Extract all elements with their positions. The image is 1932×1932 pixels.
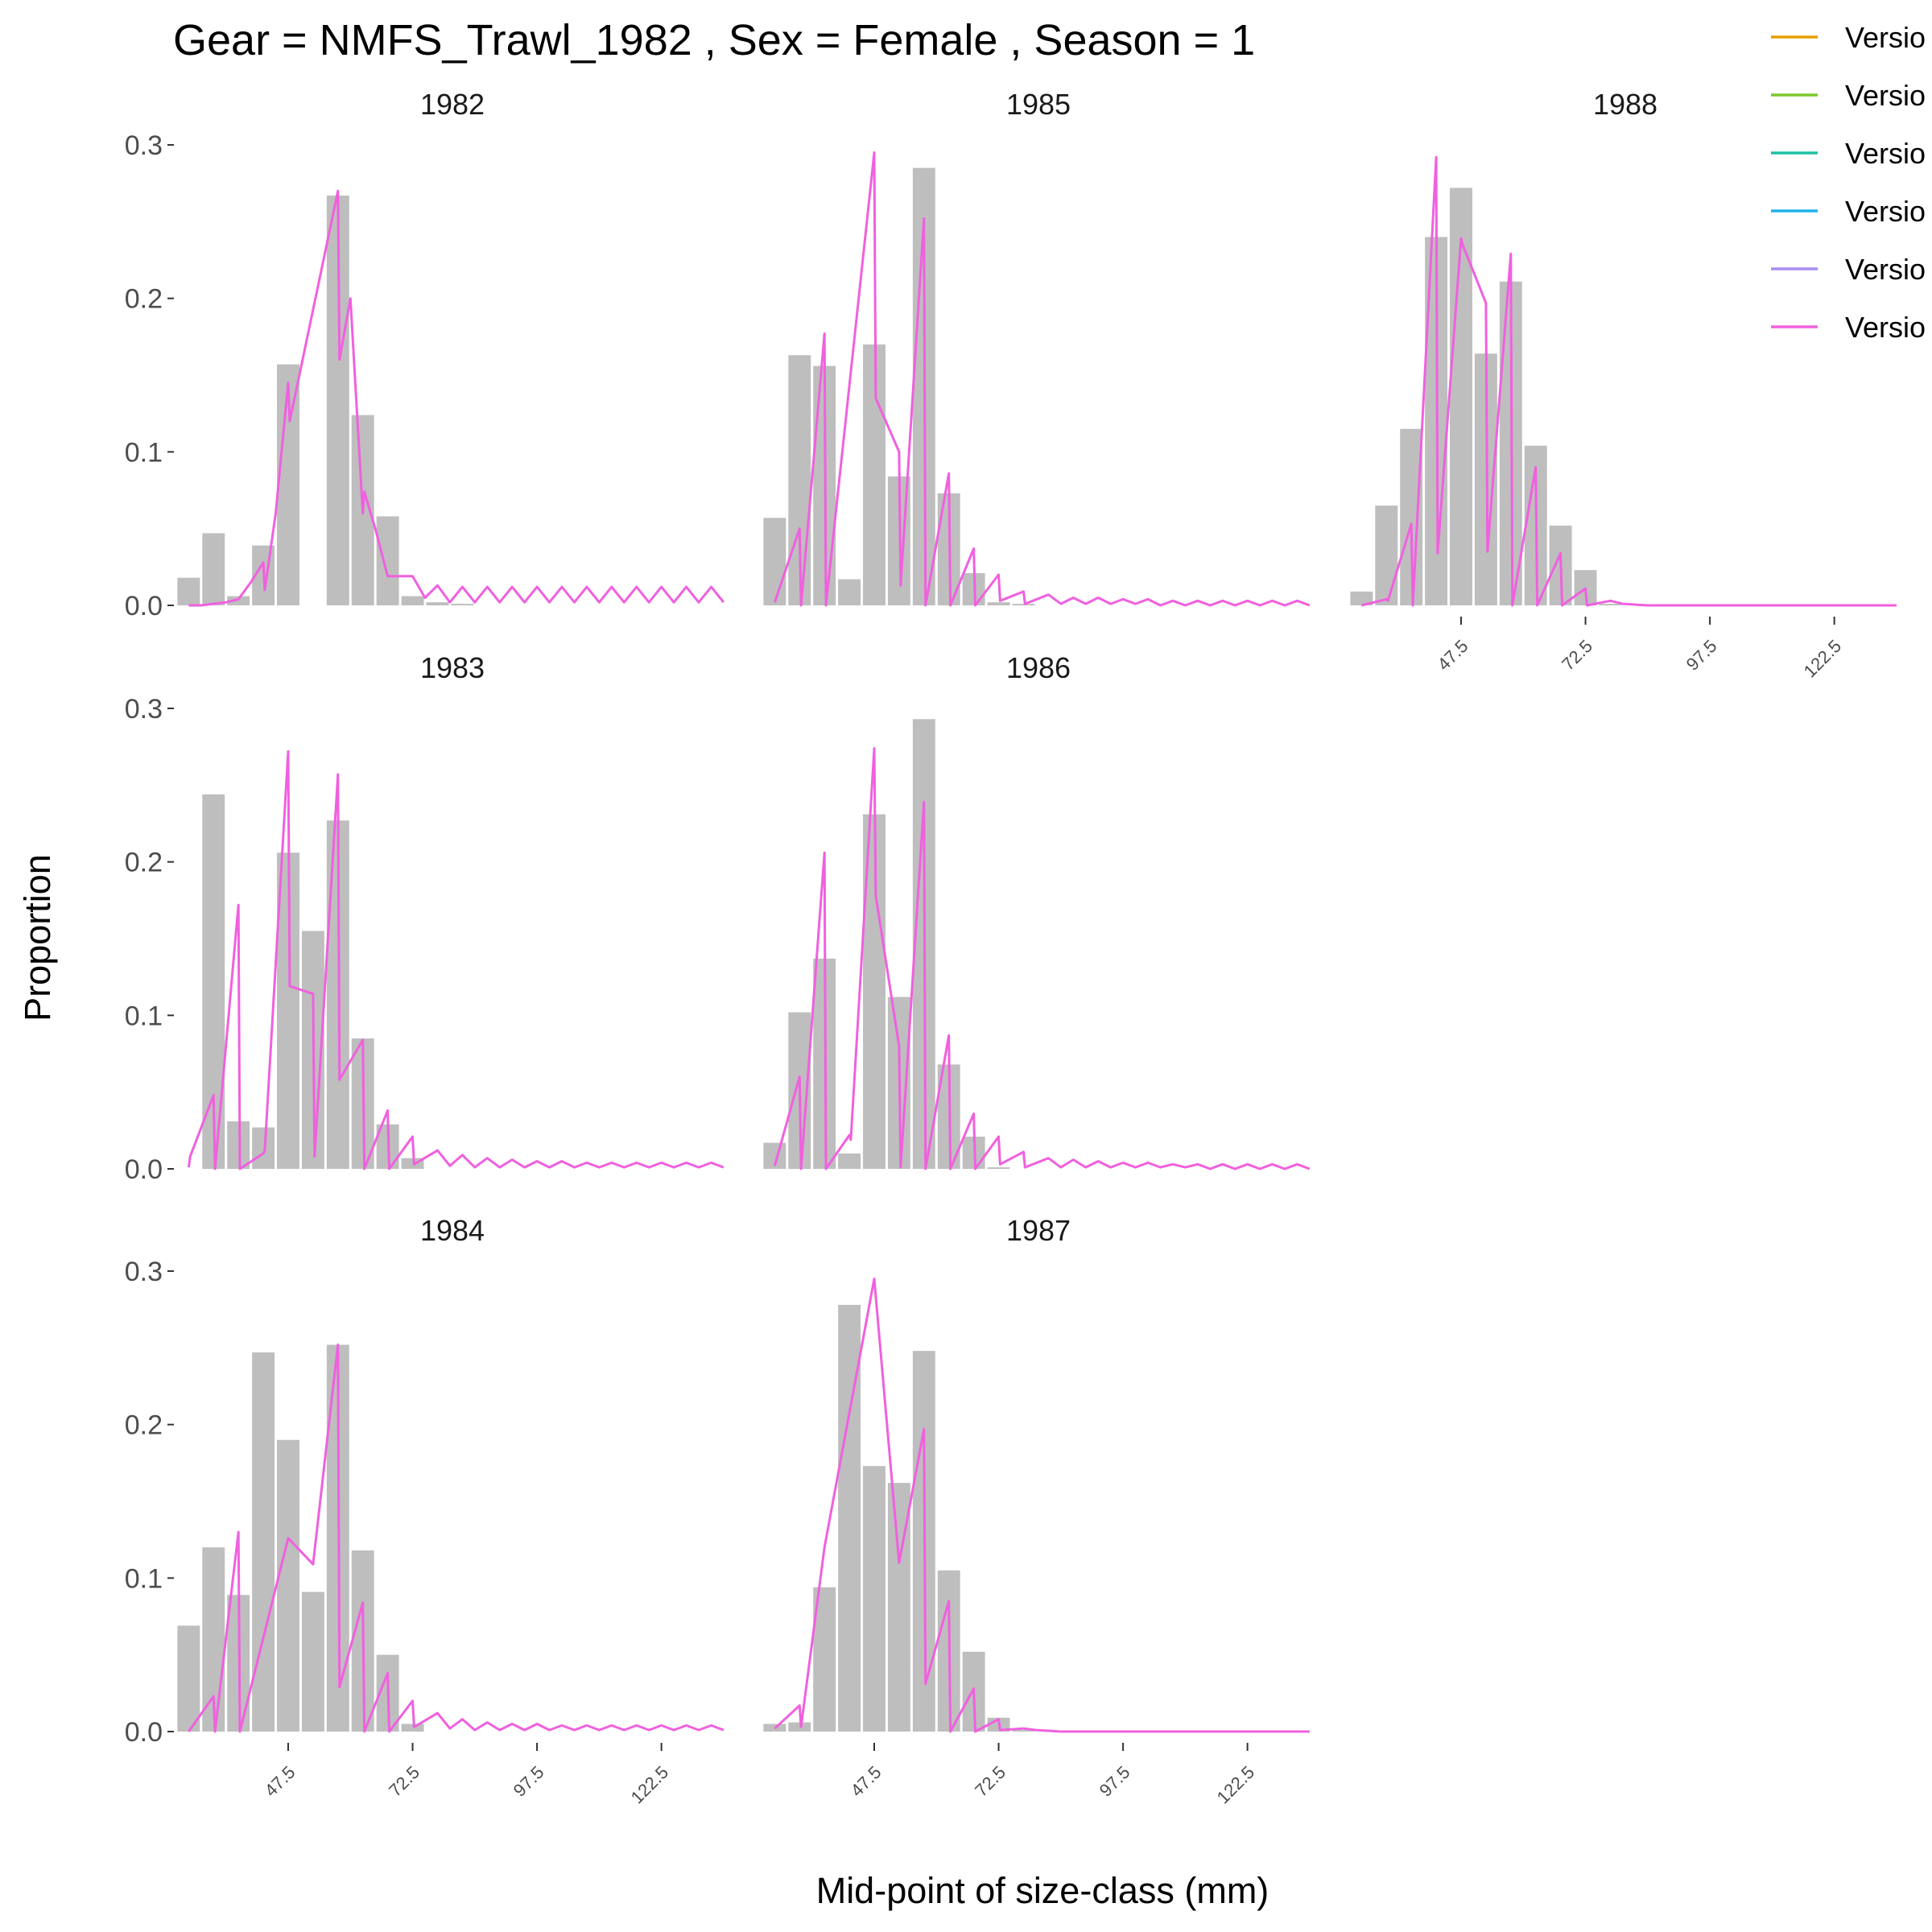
panel-1982: 1982 0.0 0.1 0.2 0.3 — [125, 88, 725, 621]
observed-bar — [401, 1724, 424, 1732]
observed-bar — [426, 602, 449, 605]
observed-bar — [1375, 506, 1398, 605]
y-tick-label: 0.2 — [125, 1410, 163, 1441]
observed-bar — [838, 579, 861, 605]
legend-label: Versio — [1845, 21, 1926, 54]
predicted-line — [188, 1344, 724, 1733]
panel-1983: 1983 0.0 0.1 0.2 0.3 — [125, 651, 724, 1185]
observed-bar — [838, 1153, 861, 1169]
predicted-line — [188, 189, 725, 607]
y-tick-label: 0.2 — [125, 848, 163, 878]
observed-bar — [1350, 591, 1373, 605]
legend-label: Versio — [1845, 311, 1926, 344]
observed-bar — [1012, 1730, 1035, 1732]
observed-bar — [227, 596, 250, 605]
legend-item: Versio — [1771, 311, 1926, 344]
legend-label: Versio — [1845, 253, 1926, 286]
predicted-line — [1361, 155, 1897, 607]
predicted-line — [773, 747, 1311, 1170]
panel-1985: 1985 — [763, 88, 1311, 607]
y-tick-label: 0.0 — [125, 1154, 163, 1185]
y-tick-label: 0.1 — [125, 1001, 163, 1031]
x-tick-label: 97.5 — [1682, 636, 1721, 675]
facet-panels: 1982 0.0 0.1 0.2 0.3 1985 1988 47.5 72.5 97.5 122.… — [125, 88, 1897, 1807]
observed-bar — [401, 596, 424, 605]
x-tick-label: 72.5 — [971, 1762, 1009, 1801]
legend-item: Versio — [1771, 195, 1926, 228]
panel-1988: 1988 47.5 72.5 97.5 122.5 — [1350, 88, 1897, 682]
observed-bar — [177, 1625, 200, 1732]
observed-bar — [376, 516, 399, 605]
legend-item: Versio — [1771, 21, 1926, 54]
y-tick-label: 0.3 — [125, 694, 163, 724]
chart-title: Gear = NMFS_Trawl_1982 , Sex = Female , … — [173, 16, 1255, 64]
x-tick-label: 72.5 — [385, 1762, 423, 1801]
observed-bar — [277, 1439, 299, 1732]
x-tick-label: 122.5 — [1213, 1762, 1259, 1808]
legend-label: Versio — [1845, 79, 1926, 112]
panel-1986: 1986 — [763, 651, 1311, 1170]
x-tick-label: 72.5 — [1558, 636, 1596, 675]
panel-strip-label: 1987 — [1006, 1214, 1071, 1247]
observed-bar — [863, 1466, 886, 1732]
panel-strip-label: 1985 — [1006, 88, 1071, 121]
x-tick-label: 47.5 — [847, 1762, 886, 1801]
legend-label: Versio — [1845, 137, 1926, 170]
observed-bar — [252, 1127, 275, 1169]
y-tick-label: 0.1 — [125, 437, 163, 468]
observed-bar — [1599, 604, 1622, 605]
predicted-line — [774, 1278, 1310, 1733]
x-tick-label: 122.5 — [1800, 636, 1846, 682]
y-tick-label: 0.3 — [125, 1257, 163, 1287]
x-tick-label: 97.5 — [1096, 1762, 1134, 1801]
panel-strip-label: 1984 — [420, 1214, 485, 1247]
legend-item: Versio — [1771, 79, 1926, 112]
panel-strip-label: 1982 — [420, 88, 485, 121]
panel-1984: 1984 0.0 0.1 0.2 0.3 47.5 72.5 97.5 122.5 — [125, 1214, 724, 1807]
y-tick-label: 0.2 — [125, 284, 163, 315]
panel-strip-label: 1988 — [1593, 88, 1657, 121]
observed-bar — [252, 1352, 275, 1732]
observed-bar — [863, 344, 886, 605]
panel-strip-label: 1986 — [1006, 651, 1071, 684]
x-tick-label: 122.5 — [627, 1762, 673, 1808]
observed-bar — [202, 533, 225, 605]
observed-bar — [987, 602, 1010, 605]
observed-bar — [451, 604, 474, 605]
observed-bar — [227, 1121, 250, 1169]
y-axis-title: Proportion — [17, 854, 58, 1022]
panel-1987: 1987 47.5 72.5 97.5 122.5 — [763, 1214, 1310, 1808]
y-tick-label: 0.0 — [125, 1717, 163, 1748]
y-tick-label: 0.3 — [125, 130, 163, 161]
observed-bar — [301, 1591, 324, 1732]
observed-bar — [788, 1722, 811, 1732]
panel-strip-label: 1983 — [420, 651, 485, 684]
legend-label: Versio — [1845, 195, 1926, 228]
x-tick-label: 47.5 — [1434, 636, 1472, 675]
x-axis-title: Mid-point of size-class (mm) — [816, 1870, 1269, 1911]
y-tick-label: 0.1 — [125, 1563, 163, 1594]
y-tick-label: 0.0 — [125, 591, 163, 621]
x-tick-label: 47.5 — [261, 1762, 299, 1801]
legend: Versio Versio Versio Versio Versio Versio — [1771, 21, 1926, 344]
observed-bar — [987, 1167, 1010, 1169]
observed-bar — [1012, 604, 1035, 605]
observed-bar — [763, 518, 786, 605]
observed-bar — [177, 577, 200, 605]
predicted-line — [773, 151, 1311, 607]
x-tick-label: 97.5 — [510, 1762, 548, 1801]
predicted-line — [187, 749, 724, 1170]
legend-item: Versio — [1771, 137, 1926, 170]
legend-item: Versio — [1771, 253, 1926, 286]
